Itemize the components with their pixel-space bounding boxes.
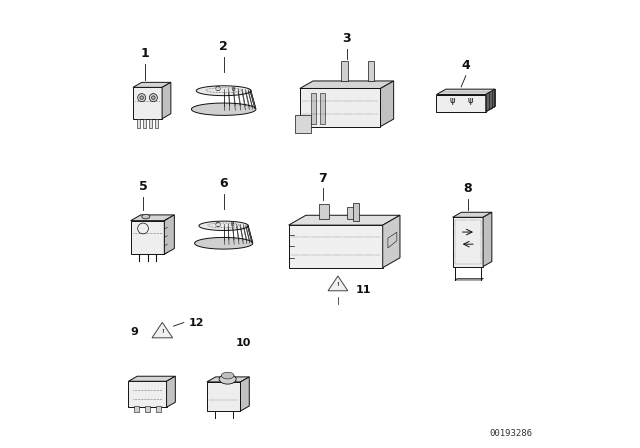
- Text: 11: 11: [356, 285, 371, 295]
- Text: ψ: ψ: [449, 96, 455, 105]
- Polygon shape: [149, 119, 152, 128]
- Polygon shape: [207, 377, 249, 382]
- Polygon shape: [486, 89, 495, 112]
- Text: 3: 3: [342, 32, 351, 45]
- Circle shape: [138, 94, 146, 102]
- Polygon shape: [383, 215, 400, 267]
- Bar: [134, 406, 139, 412]
- Polygon shape: [207, 382, 241, 411]
- Circle shape: [140, 96, 143, 99]
- Polygon shape: [155, 119, 158, 128]
- Polygon shape: [310, 93, 316, 124]
- Polygon shape: [300, 81, 394, 89]
- Polygon shape: [353, 203, 359, 221]
- Bar: [156, 406, 161, 412]
- Polygon shape: [143, 119, 146, 128]
- Text: 9: 9: [130, 327, 138, 336]
- Polygon shape: [164, 215, 174, 254]
- Polygon shape: [455, 279, 483, 280]
- Polygon shape: [162, 82, 171, 119]
- Polygon shape: [452, 217, 483, 267]
- Polygon shape: [133, 82, 171, 87]
- Text: 5: 5: [139, 180, 147, 193]
- Text: ∅: ∅: [215, 222, 221, 228]
- Ellipse shape: [219, 374, 236, 384]
- Text: B: B: [232, 87, 235, 92]
- Polygon shape: [483, 212, 492, 267]
- Text: 8: 8: [463, 182, 472, 195]
- Polygon shape: [133, 87, 162, 119]
- Text: ∅: ∅: [214, 86, 220, 92]
- Polygon shape: [129, 376, 175, 381]
- Polygon shape: [341, 61, 348, 81]
- Polygon shape: [131, 215, 174, 221]
- Polygon shape: [289, 215, 400, 225]
- Ellipse shape: [142, 215, 150, 219]
- Polygon shape: [241, 377, 249, 411]
- Polygon shape: [328, 276, 348, 291]
- Text: 10: 10: [236, 338, 252, 348]
- Polygon shape: [388, 232, 397, 248]
- Polygon shape: [296, 115, 311, 134]
- Polygon shape: [131, 221, 164, 254]
- Polygon shape: [436, 95, 486, 112]
- Polygon shape: [129, 381, 166, 407]
- Polygon shape: [368, 61, 374, 81]
- Ellipse shape: [221, 372, 234, 379]
- Polygon shape: [319, 93, 325, 124]
- Text: !: !: [337, 282, 339, 287]
- Polygon shape: [319, 203, 328, 219]
- Polygon shape: [300, 89, 380, 126]
- Circle shape: [149, 94, 157, 102]
- Text: !: !: [161, 329, 164, 334]
- Polygon shape: [191, 103, 256, 115]
- Text: ψ: ψ: [467, 96, 473, 105]
- Text: 7: 7: [319, 172, 327, 185]
- Text: 2: 2: [220, 40, 228, 53]
- Text: 6: 6: [220, 177, 228, 190]
- Polygon shape: [436, 89, 495, 95]
- Polygon shape: [380, 81, 394, 126]
- Polygon shape: [347, 207, 354, 219]
- Text: 12: 12: [188, 318, 204, 327]
- Polygon shape: [137, 119, 140, 128]
- Polygon shape: [152, 323, 173, 338]
- Circle shape: [152, 96, 155, 99]
- Text: 1: 1: [141, 47, 149, 60]
- Polygon shape: [196, 86, 251, 95]
- Polygon shape: [289, 225, 383, 267]
- Polygon shape: [452, 212, 492, 217]
- Text: 4: 4: [461, 59, 470, 72]
- Text: 00193286: 00193286: [490, 429, 532, 438]
- Text: B: B: [230, 222, 234, 227]
- Polygon shape: [166, 376, 175, 407]
- Polygon shape: [199, 221, 248, 230]
- Polygon shape: [195, 237, 253, 249]
- Bar: [145, 406, 150, 412]
